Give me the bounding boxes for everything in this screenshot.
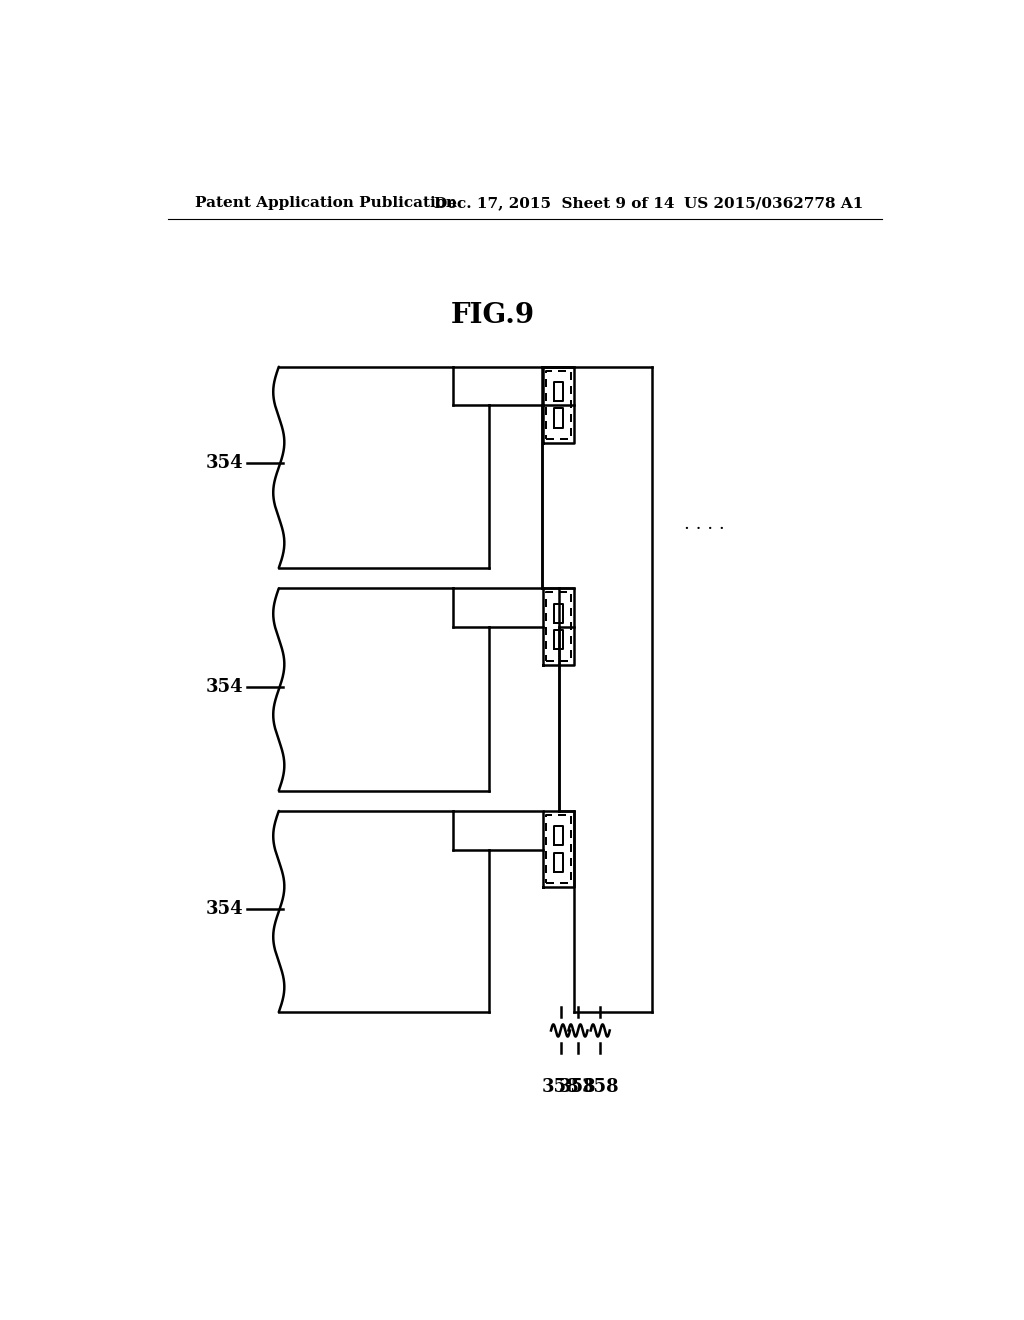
Text: . . . .: . . . . [684,515,724,533]
Text: 358: 358 [542,1078,580,1096]
Text: FIG.9: FIG.9 [451,302,536,330]
Text: 354: 354 [206,899,243,917]
Text: Dec. 17, 2015  Sheet 9 of 14: Dec. 17, 2015 Sheet 9 of 14 [433,197,674,210]
Text: Patent Application Publication: Patent Application Publication [196,197,458,210]
Text: 358: 358 [582,1078,618,1096]
Text: 354: 354 [206,678,243,696]
Text: US 2015/0362778 A1: US 2015/0362778 A1 [684,197,863,210]
Text: 354: 354 [206,454,243,473]
Text: 358: 358 [559,1078,597,1096]
